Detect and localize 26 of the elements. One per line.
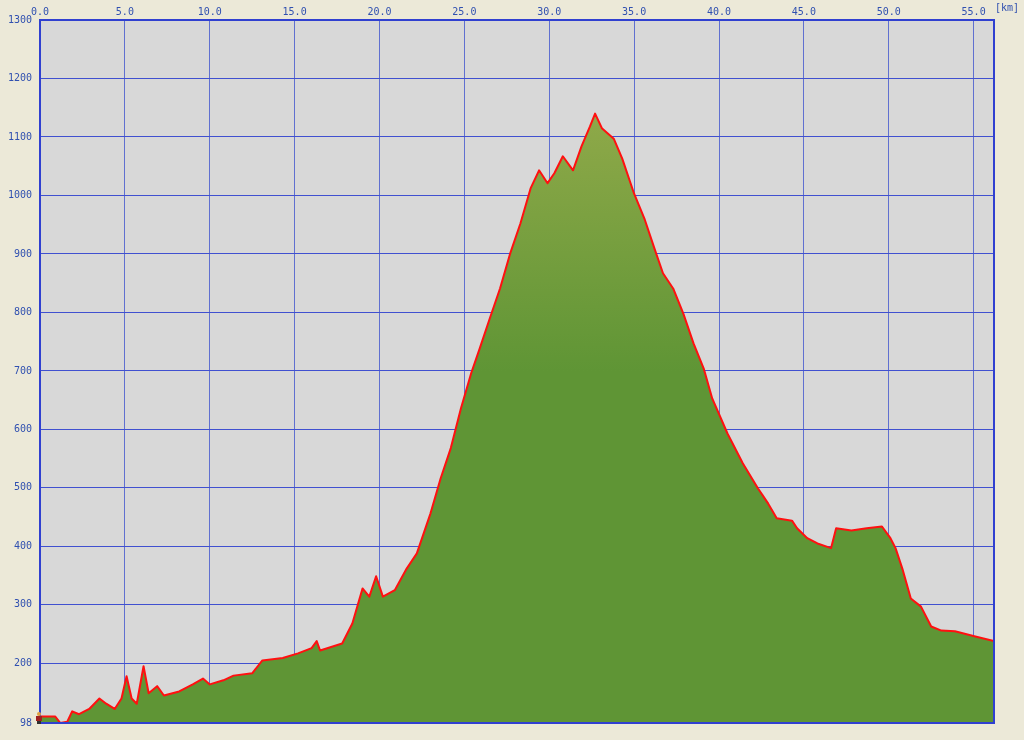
- y-tick-label: 500: [13, 481, 32, 493]
- x-tick-label: 20.0: [367, 5, 392, 17]
- y-tick-label: 98: [19, 716, 32, 728]
- y-tick-label: 600: [13, 422, 32, 434]
- y-tick-label: 200: [13, 656, 32, 668]
- y-tick-label: 700: [13, 364, 32, 376]
- x-tick-label: 0.0: [30, 5, 50, 17]
- y-tick-label: 1000: [7, 189, 32, 201]
- y-tick-label: 1300: [7, 13, 32, 25]
- x-tick-label: 30.0: [537, 5, 562, 17]
- x-axis-title: [km]: [995, 1, 1020, 13]
- x-tick-label: 35.0: [622, 5, 647, 17]
- x-tick-label: 50.0: [876, 5, 901, 17]
- y-tick-label: 400: [13, 539, 32, 551]
- y-tick-label: 1100: [7, 130, 32, 142]
- x-tick-label: 10.0: [197, 5, 222, 17]
- y-tick-label: 800: [13, 306, 32, 318]
- y-tick-label: 1200: [7, 72, 32, 84]
- x-tick-label: 25.0: [452, 5, 477, 17]
- x-tick-label: 40.0: [706, 5, 732, 17]
- x-tick-label: 5.0: [115, 5, 134, 17]
- y-tick-label: 900: [13, 247, 32, 259]
- x-tick-label: 55.0: [961, 5, 986, 17]
- y-tick-label: 300: [13, 598, 32, 610]
- x-tick-label: 45.0: [791, 5, 816, 17]
- x-tick-label: 15.0: [282, 5, 307, 17]
